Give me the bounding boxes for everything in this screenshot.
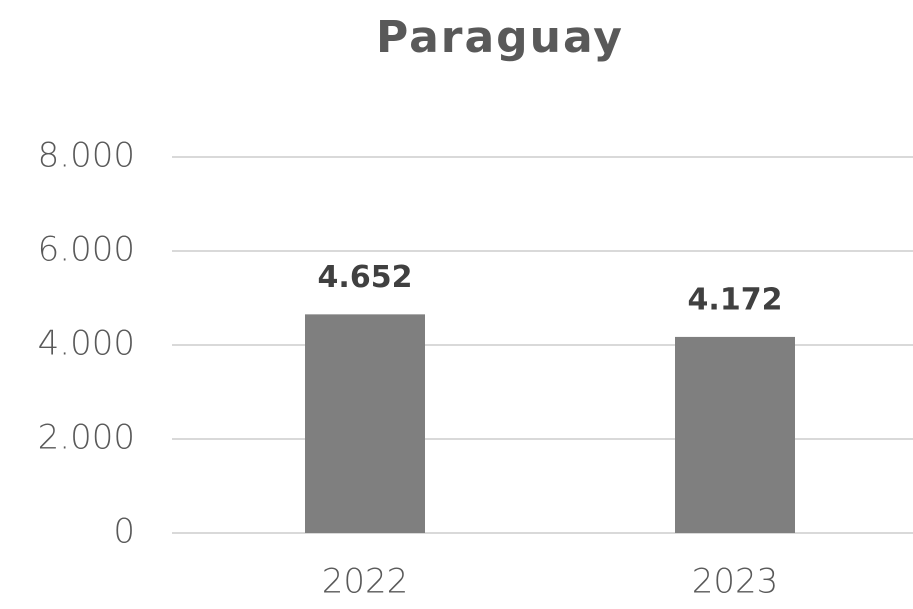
data-label: 4.172: [688, 282, 783, 317]
bar: [305, 314, 425, 533]
x-tick-label: 2022: [322, 562, 409, 602]
y-tick-label: 2.000: [38, 418, 135, 458]
y-tick-label: 0: [113, 512, 135, 552]
chart-title: Paraguay: [376, 12, 624, 63]
x-tick-label: 2023: [692, 562, 779, 602]
data-label: 4.652: [318, 260, 413, 295]
y-tick-label: 8.000: [38, 136, 135, 176]
y-tick-label: 4.000: [38, 324, 135, 364]
y-tick-label: 6.000: [38, 230, 135, 270]
bar: [675, 336, 795, 533]
